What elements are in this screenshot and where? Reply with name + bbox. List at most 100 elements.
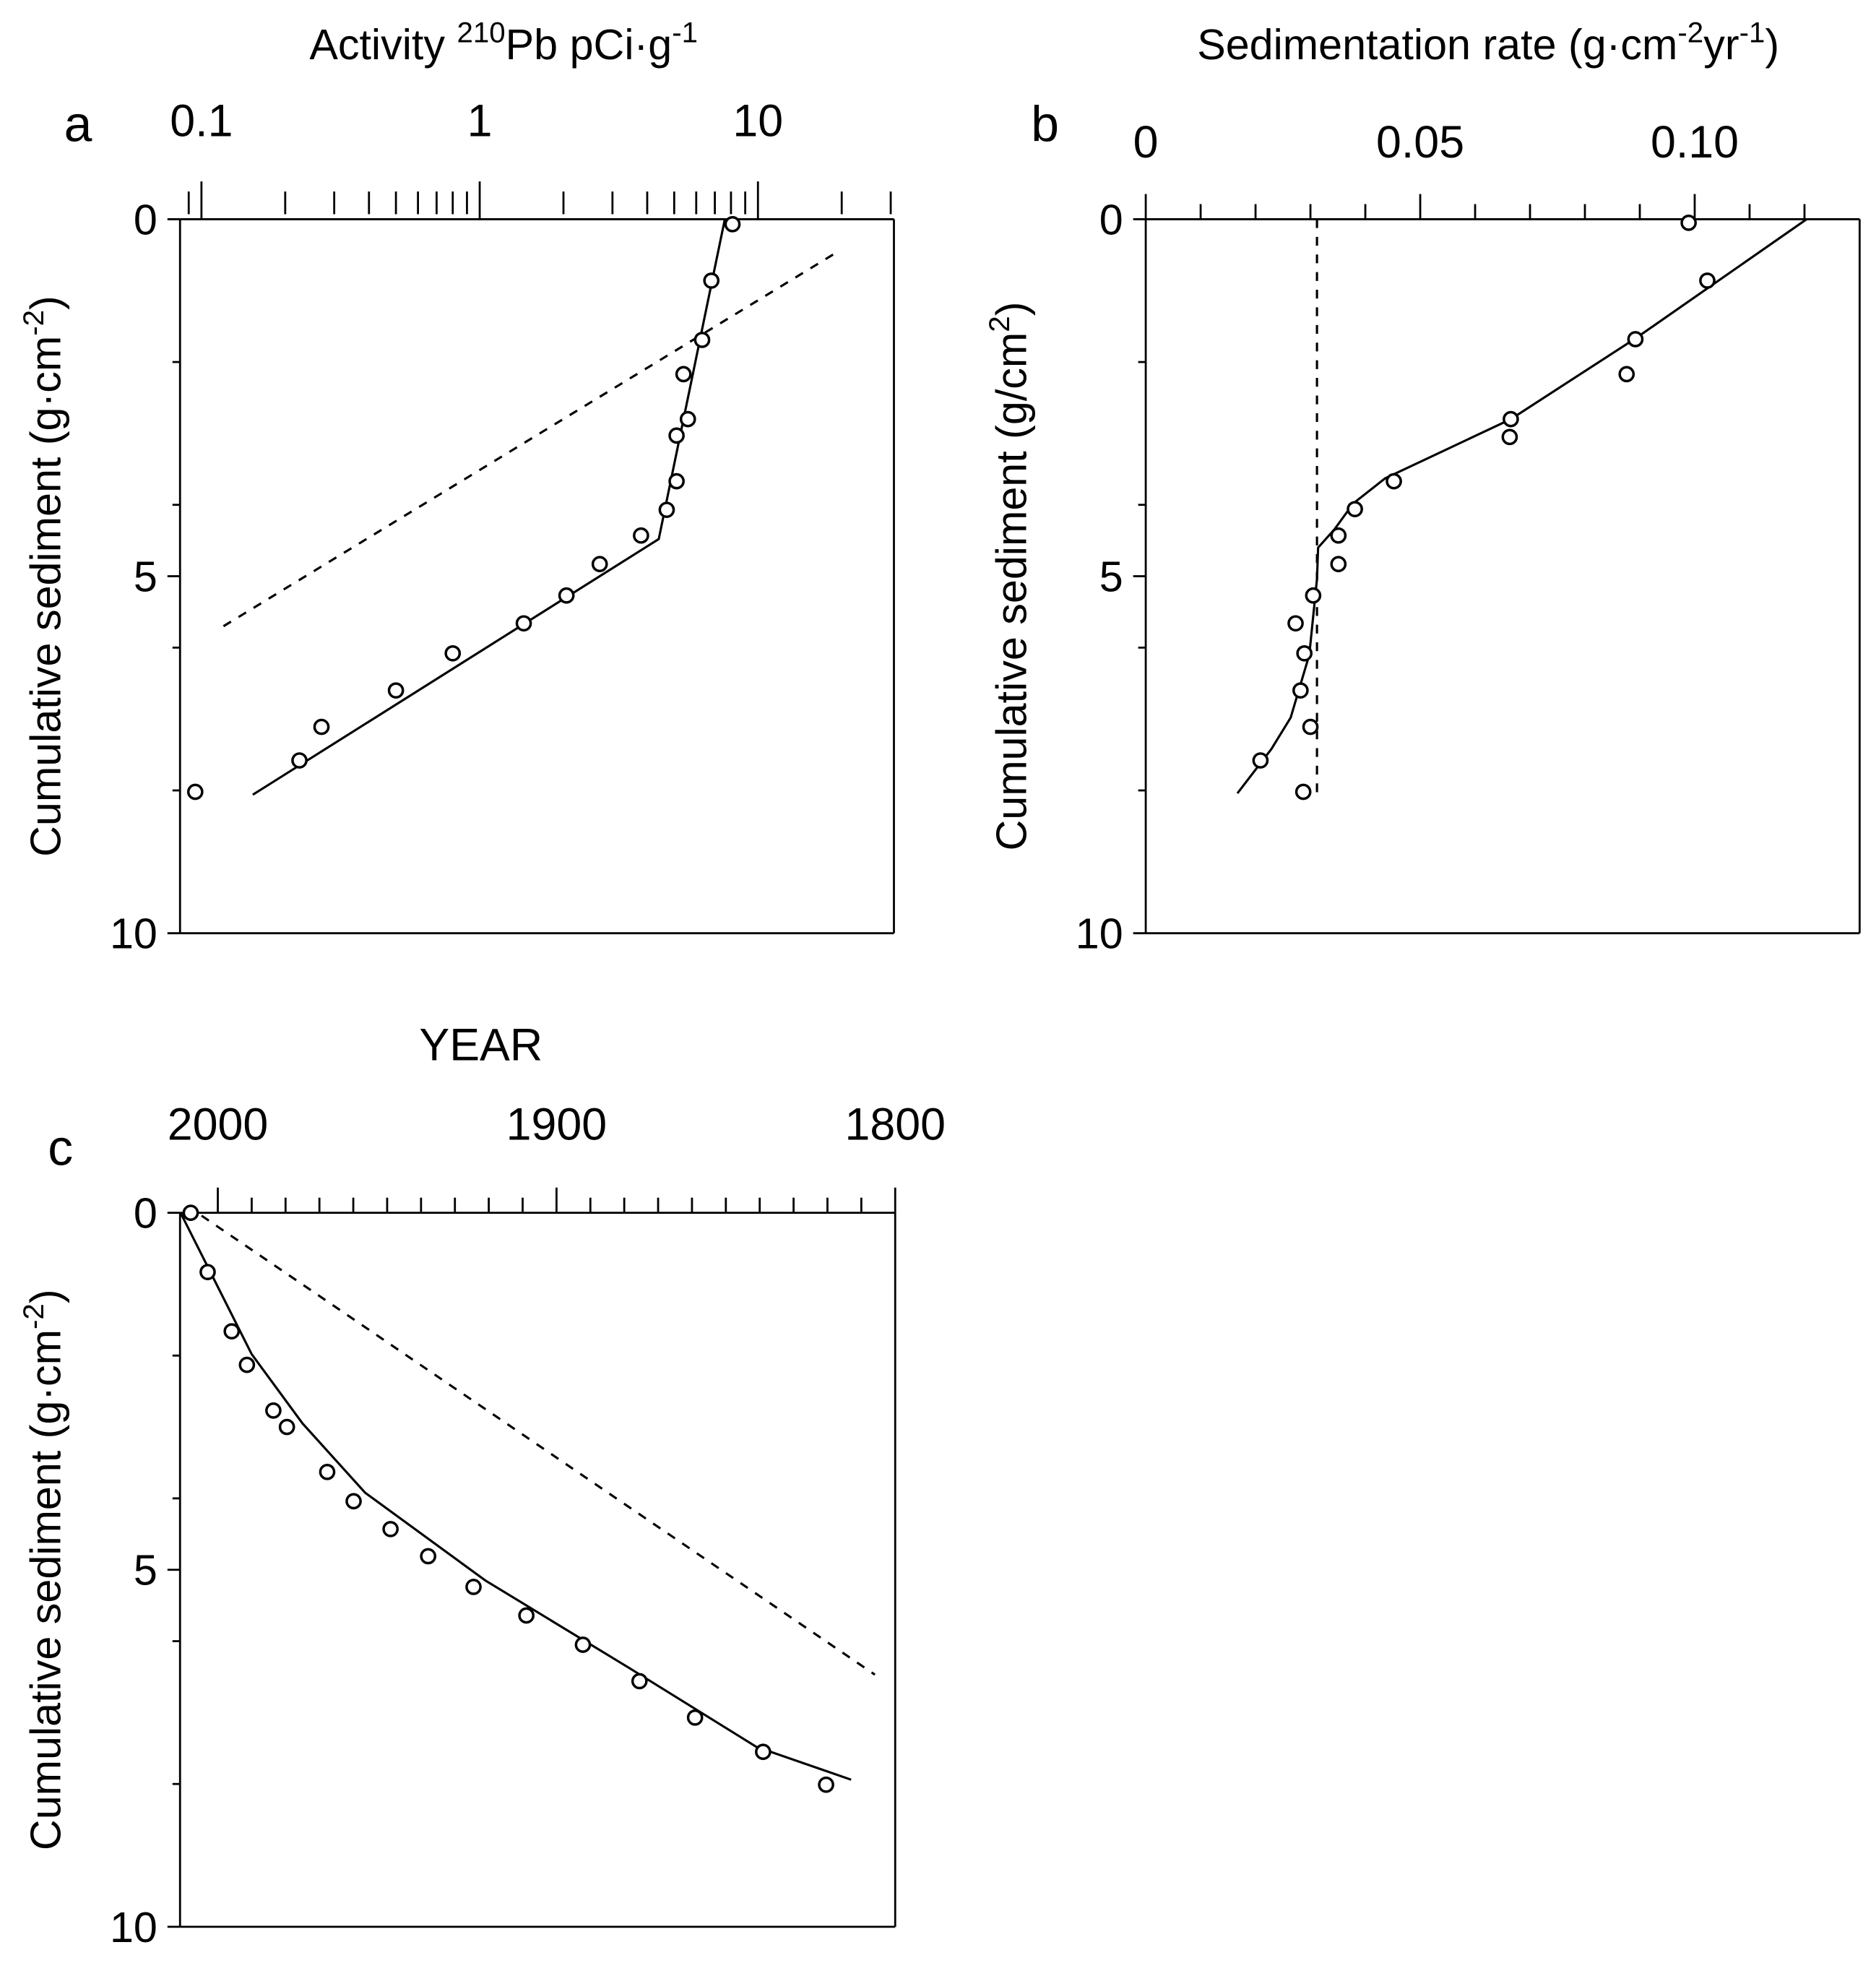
y-axis-title-part: Cumulative sediment (g·cm xyxy=(22,1329,70,1850)
data-point xyxy=(1292,682,1309,699)
panel-c: 0 5 10 2000 1900 1800 c YEAR Cumulative sediment… xyxy=(17,1020,946,1951)
x-axis-title-part: yr xyxy=(1703,20,1739,69)
data-point xyxy=(1386,473,1402,490)
data-point xyxy=(345,1493,362,1510)
y-tick-label: 10 xyxy=(1076,910,1123,958)
fit-line xyxy=(1236,218,1807,794)
x-axis-title: Sedimentation rate (g·cm-2yr-1) xyxy=(1197,16,1779,69)
y-tick-label: 0 xyxy=(1099,195,1123,243)
data-point xyxy=(1305,587,1322,604)
panel-a: 0 5 10 0.1 1 10 a Activity 210Pb pCi·g-1 Cumulat… xyxy=(17,16,895,958)
x-tick-label: 10 xyxy=(732,95,783,146)
y-axis-title-part: Cumulative sediment (g/cm xyxy=(987,332,1036,851)
data-point xyxy=(1330,556,1347,573)
data-point xyxy=(182,1204,199,1221)
data-point xyxy=(313,718,330,735)
data-point xyxy=(444,644,462,662)
data-point xyxy=(387,682,405,699)
data-point xyxy=(755,1743,771,1761)
data-point xyxy=(238,1356,256,1373)
data-point xyxy=(693,332,711,348)
data-point xyxy=(1296,644,1313,662)
y-tick-label: 5 xyxy=(134,552,157,600)
data-point xyxy=(186,783,204,801)
data-point xyxy=(1618,366,1635,383)
x-tick-label: 0 xyxy=(1133,117,1159,168)
x-axis-title-part: -1 xyxy=(672,16,698,48)
x-axis-title: YEAR xyxy=(419,1020,543,1071)
data-point xyxy=(574,1636,592,1653)
data-point xyxy=(515,615,532,632)
y-axis-title-part: Cumulative sediment (g·cm xyxy=(22,336,70,857)
x-axis-title-part: ) xyxy=(1765,20,1779,69)
data-point xyxy=(465,1579,482,1595)
fit-line xyxy=(179,1212,852,1781)
y-axis-title: Cumulative sediment (g·cm-2) xyxy=(17,1289,70,1850)
y-tick-label: 5 xyxy=(134,1546,157,1595)
fit-line xyxy=(252,219,726,796)
data-point xyxy=(703,272,720,289)
data-point xyxy=(686,1709,704,1726)
y-axis-title: Cumulative sediment (g·cm-2) xyxy=(17,295,70,857)
data-point xyxy=(675,366,692,383)
data-point xyxy=(668,427,685,444)
panel-label: c xyxy=(48,1119,73,1175)
data-point xyxy=(633,527,649,544)
data-point xyxy=(1294,783,1312,801)
x-axis-title-part: Activity xyxy=(309,20,457,69)
x-axis-title-part: Pb pCi·g xyxy=(506,20,673,69)
y-tick-label: 10 xyxy=(110,1903,157,1951)
x-tick-label: 0.1 xyxy=(170,95,233,146)
y-axis-title-part: ) xyxy=(22,295,70,310)
data-point xyxy=(223,1323,241,1339)
x-axis-title-part: -2 xyxy=(1677,16,1703,48)
x-tick-label: 1900 xyxy=(506,1100,608,1150)
data-point xyxy=(679,410,696,428)
panel-b: 0 5 10 0 0.05 0.10 b Sedimentation rate (g·cm-2… xyxy=(983,16,1861,958)
dashed-line xyxy=(201,1214,876,1676)
data-point xyxy=(1680,215,1697,231)
data-point xyxy=(724,216,741,233)
data-point xyxy=(518,1607,535,1624)
y-tick-label: 0 xyxy=(134,195,157,243)
x-tick-label: 0.05 xyxy=(1376,117,1464,168)
data-point xyxy=(1252,752,1269,769)
data-point xyxy=(631,1673,648,1690)
y-axis-title: Cumulative sediment (g/cm2) xyxy=(983,302,1036,851)
data-point xyxy=(1302,718,1319,735)
data-point xyxy=(1347,501,1363,517)
data-point xyxy=(265,1402,282,1419)
panel-label: b xyxy=(1031,95,1059,152)
y-axis-title-part: -2 xyxy=(17,1303,50,1329)
data-point xyxy=(420,1548,437,1565)
data-point xyxy=(658,501,675,518)
x-axis-title-part: -1 xyxy=(1739,16,1765,48)
data-point xyxy=(319,1464,336,1480)
data-point xyxy=(382,1521,399,1537)
data-point xyxy=(199,1264,216,1280)
x-tick-label: 1800 xyxy=(844,1100,946,1150)
data-point xyxy=(1287,615,1304,632)
data-point xyxy=(558,587,575,604)
y-tick-label: 5 xyxy=(1099,552,1123,600)
data-point xyxy=(278,1418,295,1436)
y-tick-label: 10 xyxy=(110,910,157,958)
data-point xyxy=(1699,272,1716,289)
x-tick-label: 2000 xyxy=(168,1100,269,1150)
x-tick-label: 0.10 xyxy=(1651,117,1739,168)
data-point xyxy=(818,1776,834,1793)
y-tick-label: 0 xyxy=(134,1189,157,1238)
data-point xyxy=(1501,428,1518,446)
x-axis-title-part: 210 xyxy=(457,16,505,48)
x-axis-title: Activity 210Pb pCi·g-1 xyxy=(309,16,698,69)
data-point xyxy=(1503,410,1519,428)
x-axis-title-part: Sedimentation rate (g·cm xyxy=(1197,20,1677,69)
dashed-line xyxy=(222,253,834,628)
y-axis-title-part: 2 xyxy=(983,316,1016,332)
data-point xyxy=(591,556,608,573)
y-axis-title-part: ) xyxy=(22,1289,70,1303)
data-point xyxy=(668,473,685,490)
data-point xyxy=(1330,527,1347,544)
y-axis-title-part: -2 xyxy=(17,310,50,336)
